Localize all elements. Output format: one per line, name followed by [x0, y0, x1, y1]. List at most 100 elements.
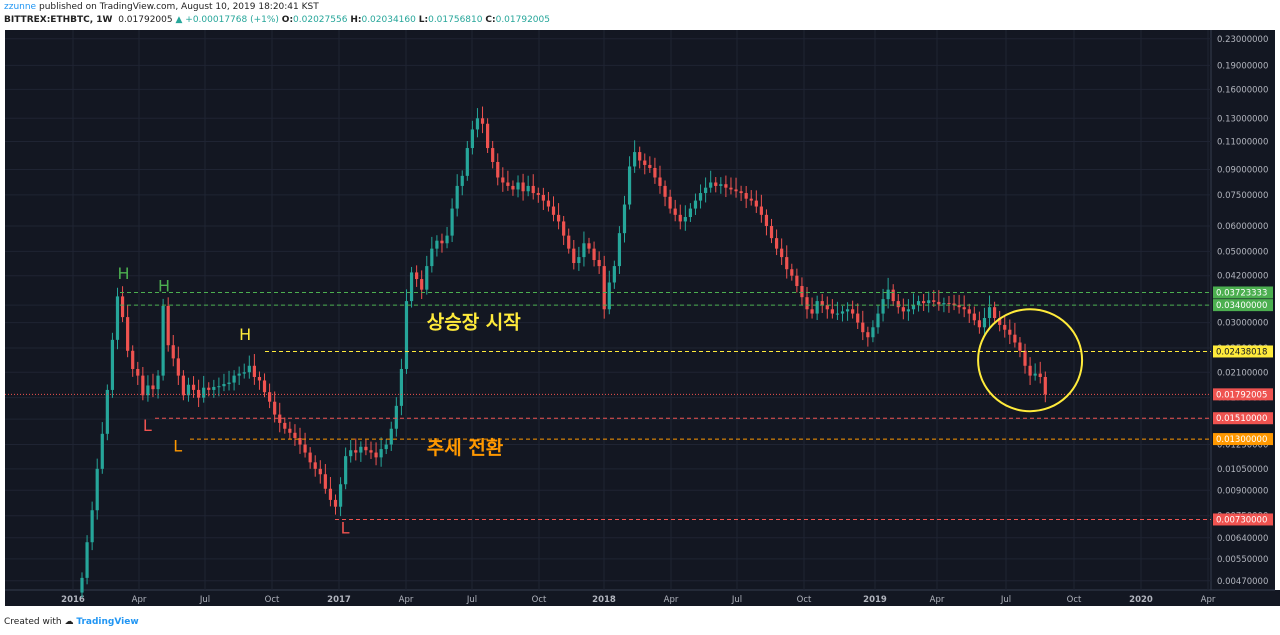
x-tick-label: 2020: [1129, 595, 1153, 605]
candle-body: [658, 177, 662, 186]
chart-annotation: H: [158, 276, 170, 295]
candle-body: [166, 305, 170, 346]
candle-body: [977, 320, 981, 328]
candle-body: [891, 289, 895, 302]
candle-body: [526, 185, 530, 192]
candle-body: [582, 243, 586, 258]
candle-body: [298, 438, 302, 445]
candle-body: [176, 358, 180, 376]
candle-body: [262, 380, 267, 393]
candle-body: [181, 375, 185, 396]
y-tick-label: 0.04200000: [1217, 272, 1268, 282]
chart-annotation: 상승장 시작: [427, 312, 522, 334]
candle-body: [90, 510, 94, 543]
candle-body: [881, 299, 885, 314]
candle-body: [506, 182, 510, 186]
candle-body: [795, 275, 799, 287]
candle-body: [156, 375, 160, 390]
low-label: L:: [418, 15, 429, 25]
candle-body: [724, 184, 728, 188]
price-level-tag: [1213, 345, 1273, 358]
y-tick-label: 0.06000000: [1217, 222, 1268, 232]
candle-body: [835, 313, 840, 315]
candle-body: [790, 269, 794, 276]
candle-body: [151, 385, 155, 390]
candle-body: [131, 350, 135, 369]
candle-body: [612, 266, 616, 283]
high-label: H:: [350, 15, 362, 25]
candle-body: [764, 214, 769, 227]
candle-body: [445, 235, 449, 244]
candle-body: [840, 311, 845, 314]
candle-body: [115, 296, 120, 340]
chart-annotation: L: [143, 416, 152, 435]
x-tick-label: 2019: [863, 595, 887, 605]
price-level-tag: [1213, 388, 1273, 401]
candle-body: [653, 167, 657, 178]
candle-body: [384, 444, 388, 450]
tradingview-link[interactable]: TradingView: [76, 617, 139, 627]
y-tick-label: 0.05000000: [1217, 247, 1268, 257]
candle-body: [186, 384, 191, 396]
candle-body: [709, 182, 713, 188]
price-level-tag: [1213, 412, 1273, 425]
candle-body: [202, 387, 206, 398]
candle-body: [425, 266, 429, 290]
candle-body: [399, 368, 404, 406]
price-level-value: 0.03400000: [1216, 301, 1267, 311]
candle-body: [769, 226, 774, 239]
candle-body: [349, 450, 353, 457]
x-tick-label: Apr: [664, 595, 679, 605]
candle-body: [1013, 334, 1017, 343]
candle-body: [100, 433, 104, 469]
x-tick-label: Oct: [797, 595, 812, 605]
candle-body: [648, 164, 652, 168]
author-link[interactable]: zzunne: [4, 2, 37, 12]
candle-body: [922, 301, 926, 304]
candle-body: [212, 386, 216, 390]
candle-body: [404, 301, 409, 369]
candle-body: [967, 309, 971, 314]
candle-body: [1028, 365, 1032, 376]
candle-body: [886, 289, 890, 300]
y-tick-label: 0.07500000: [1217, 191, 1268, 201]
candle-body: [328, 488, 333, 500]
candle-body: [491, 148, 495, 162]
highlight-circle: [977, 308, 1084, 413]
y-tick-label: 0.16000000: [1217, 85, 1268, 95]
candle-body: [303, 444, 307, 453]
candle-body: [95, 468, 99, 511]
candle-body: [866, 332, 870, 338]
candle-body: [719, 184, 723, 186]
symbol-info: BITTREX:ETHBTC, 1W 0.01792005 ▲ +0.00017…: [4, 15, 550, 25]
y-tick-label: 0.01050000: [1217, 465, 1268, 475]
candle-body: [344, 456, 348, 485]
candle-body: [126, 317, 130, 351]
candle-body: [430, 248, 434, 267]
y-tick-label: 0.19000000: [1217, 61, 1268, 71]
candle-body: [805, 297, 809, 310]
price-chart[interactable]: 0.23000000 0.19000000 0.16000000 0.13000000…: [0, 28, 1280, 609]
candle-body: [1033, 373, 1037, 376]
candle-body: [440, 240, 444, 244]
footer: Created with ☁ TradingView: [4, 617, 139, 627]
candle-body: [379, 449, 383, 458]
candle-body: [607, 282, 611, 310]
y-tick-label: 0.00640000: [1217, 534, 1268, 544]
candle-body: [567, 235, 571, 249]
candle-body: [739, 191, 743, 194]
candle-body: [374, 452, 378, 458]
candle-body: [242, 372, 246, 374]
candle-body: [323, 474, 327, 489]
candle-body: [531, 185, 535, 194]
candle-body: [318, 468, 322, 475]
candle-body: [993, 307, 997, 319]
candle-body: [714, 182, 718, 186]
price-level-value: 0.01300000: [1216, 435, 1267, 445]
candle-body: [1023, 350, 1027, 366]
candle-body: [759, 206, 763, 215]
candle-body: [982, 318, 987, 328]
candle-body: [744, 193, 748, 199]
y-tick-label: 0.23000000: [1217, 35, 1268, 45]
candle-body: [592, 248, 596, 261]
